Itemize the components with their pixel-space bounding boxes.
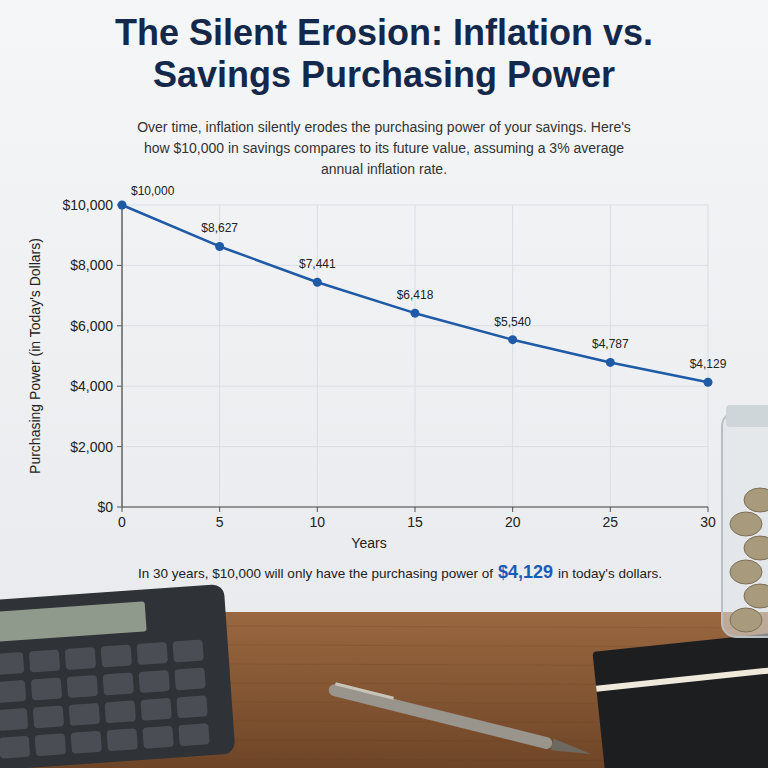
subtitle: Over time, inflation silently erodes the…: [124, 117, 644, 180]
notebook: [592, 632, 768, 768]
tick: [610, 507, 611, 512]
tick-label: $10,000: [62, 197, 113, 213]
tick-label: 5: [216, 514, 224, 530]
coin: [730, 512, 762, 536]
tick: [117, 446, 122, 447]
tick-label: 25: [603, 514, 619, 530]
annotation-highlight: $4,129: [498, 562, 553, 582]
pen-body: [328, 683, 554, 750]
calculator-key: [65, 647, 96, 670]
calculator-key: [29, 650, 60, 673]
calculator-key: [105, 700, 136, 723]
calculator-body: [0, 584, 235, 768]
tick-label: $8,000: [70, 257, 113, 273]
coin: [744, 584, 768, 608]
tick: [708, 507, 709, 512]
pen: [328, 681, 593, 760]
annotation: In 30 years, $10,000 will only have the …: [138, 562, 662, 582]
coin: [730, 608, 762, 632]
calculator-key: [137, 642, 168, 665]
tick-label: $6,000: [70, 318, 113, 334]
coin: [744, 536, 768, 560]
jar: [722, 412, 768, 637]
calculator-key: [142, 726, 173, 749]
grid-line: [708, 205, 709, 507]
grid-line: [512, 205, 513, 507]
point: [118, 201, 127, 210]
calculator-screen: [0, 601, 147, 641]
calculator-key: [139, 670, 170, 693]
grid-line: [122, 507, 708, 508]
tick: [122, 507, 123, 512]
data-label: $7,441: [299, 257, 336, 271]
jar-rim: [726, 405, 768, 427]
data-label: $6,418: [397, 288, 434, 302]
annotation-text: In 30 years, $10,000 will only have the …: [138, 566, 493, 581]
point: [704, 378, 713, 387]
calculator-key: [31, 677, 62, 700]
calculator-key: [176, 695, 207, 718]
point: [313, 278, 322, 287]
calculator-key: [107, 728, 138, 751]
tick: [117, 325, 122, 326]
title: The Silent Erosion: Inflation vs. Saving…: [44, 12, 724, 96]
data-label: $10,000: [131, 184, 175, 198]
point: [411, 309, 420, 318]
calculator-key: [71, 731, 102, 754]
calculator-key: [0, 708, 28, 731]
calculator-key: [0, 736, 30, 759]
x-axis-title: Years: [351, 535, 386, 551]
pen-clip: [335, 682, 394, 699]
annotation-text: in today's dollars.: [558, 566, 662, 581]
tick: [117, 265, 122, 266]
x-axis: [122, 506, 708, 507]
grid-line: [610, 205, 611, 507]
tick-label: 10: [310, 514, 326, 530]
point: [606, 358, 615, 367]
calculator-key: [33, 705, 64, 728]
line: [122, 205, 708, 382]
tick: [317, 507, 318, 512]
tick-label: 30: [700, 514, 716, 530]
calculator-key: [69, 703, 100, 726]
calculator-key: [0, 652, 24, 675]
point: [215, 242, 224, 251]
calculator: [0, 584, 235, 768]
pen-tip: [551, 739, 593, 760]
calculator-key: [67, 675, 98, 698]
tick-label: 0: [118, 514, 126, 530]
tick: [415, 507, 416, 512]
coin: [730, 560, 762, 584]
calculator-key: [174, 667, 205, 690]
notebook-pages: [596, 666, 768, 692]
coin: [744, 488, 768, 512]
grid-line: [317, 205, 318, 507]
tick-label: $4,000: [70, 378, 113, 394]
tick-label: $2,000: [70, 439, 113, 455]
grid-line: [122, 205, 123, 507]
grid-line: [415, 205, 416, 507]
data-label: $5,540: [494, 315, 531, 329]
y-axis-title: Purchasing Power (in Today's Dollars): [27, 238, 43, 474]
tick: [117, 386, 122, 387]
calculator-key: [0, 680, 26, 703]
tick: [512, 507, 513, 512]
data-label: $4,129: [690, 357, 727, 371]
point: [508, 335, 517, 344]
data-label: $8,627: [201, 221, 238, 235]
data-label: $4,787: [592, 337, 629, 351]
tick: [117, 507, 122, 508]
tick: [219, 507, 220, 512]
calculator-key: [140, 698, 171, 721]
calculator-key: [35, 733, 66, 756]
tick-label: $0: [97, 499, 113, 515]
y-axis: [121, 205, 122, 507]
calculator-key: [178, 723, 209, 746]
tick-label: 15: [407, 514, 423, 530]
plot-area: [118, 201, 713, 387]
tick-label: 20: [505, 514, 521, 530]
calculator-key: [103, 672, 134, 695]
calculator-key: [101, 644, 132, 667]
calculator-key: [172, 639, 203, 662]
